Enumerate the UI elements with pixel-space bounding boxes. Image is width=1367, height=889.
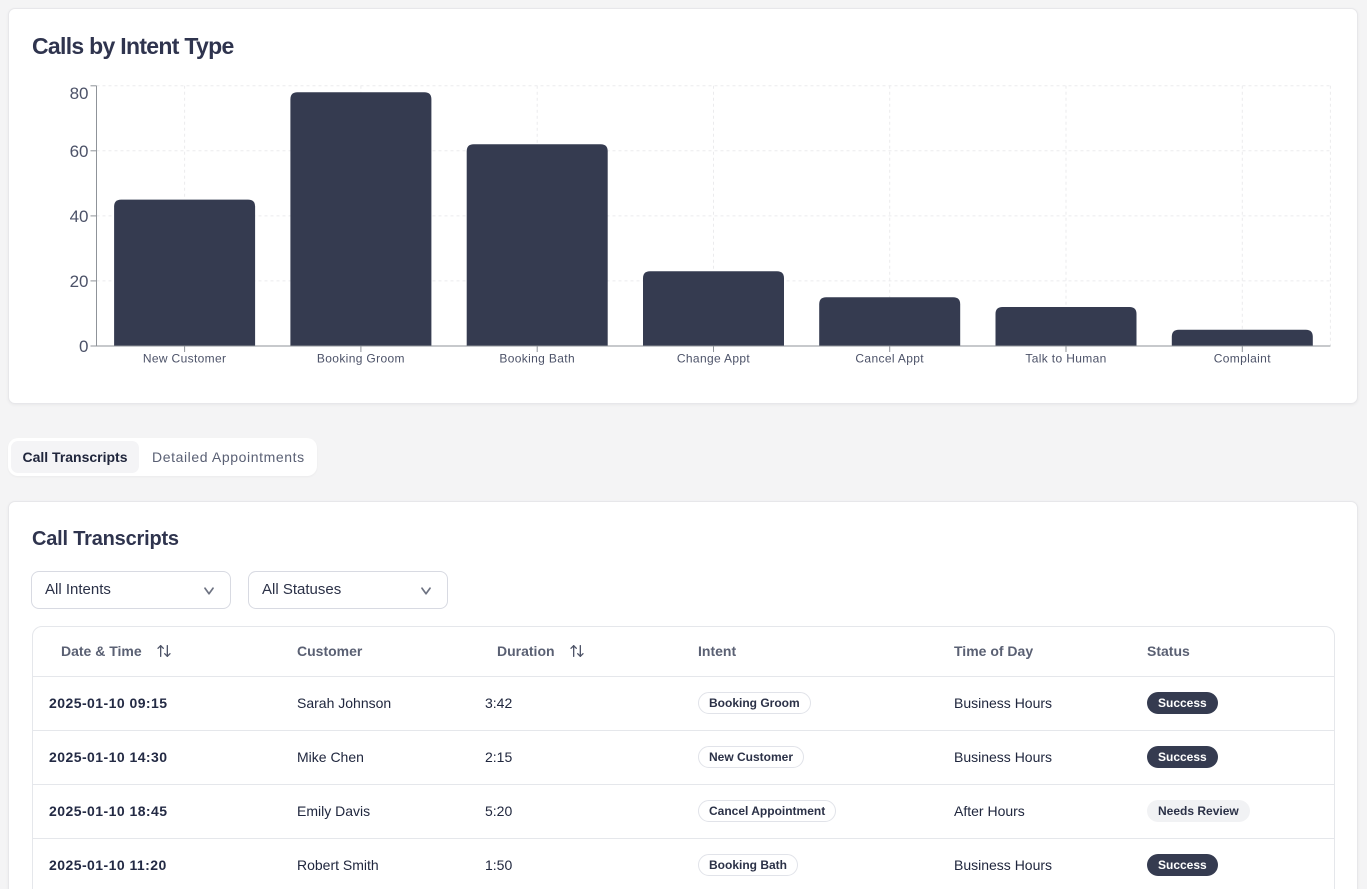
- svg-text:0: 0: [79, 337, 88, 356]
- svg-text:Booking Bath: Booking Bath: [499, 352, 575, 366]
- svg-text:Booking Groom: Booking Groom: [317, 352, 405, 366]
- svg-text:40: 40: [70, 207, 89, 226]
- svg-text:Talk to Human: Talk to Human: [1025, 352, 1106, 366]
- svg-text:80: 80: [70, 84, 89, 103]
- svg-text:60: 60: [70, 142, 89, 161]
- svg-text:20: 20: [70, 272, 89, 291]
- svg-text:Complaint: Complaint: [1214, 352, 1271, 366]
- svg-text:Cancel Appt: Cancel Appt: [855, 352, 924, 366]
- svg-text:Change Appt: Change Appt: [677, 352, 751, 366]
- svg-text:New Customer: New Customer: [143, 352, 227, 366]
